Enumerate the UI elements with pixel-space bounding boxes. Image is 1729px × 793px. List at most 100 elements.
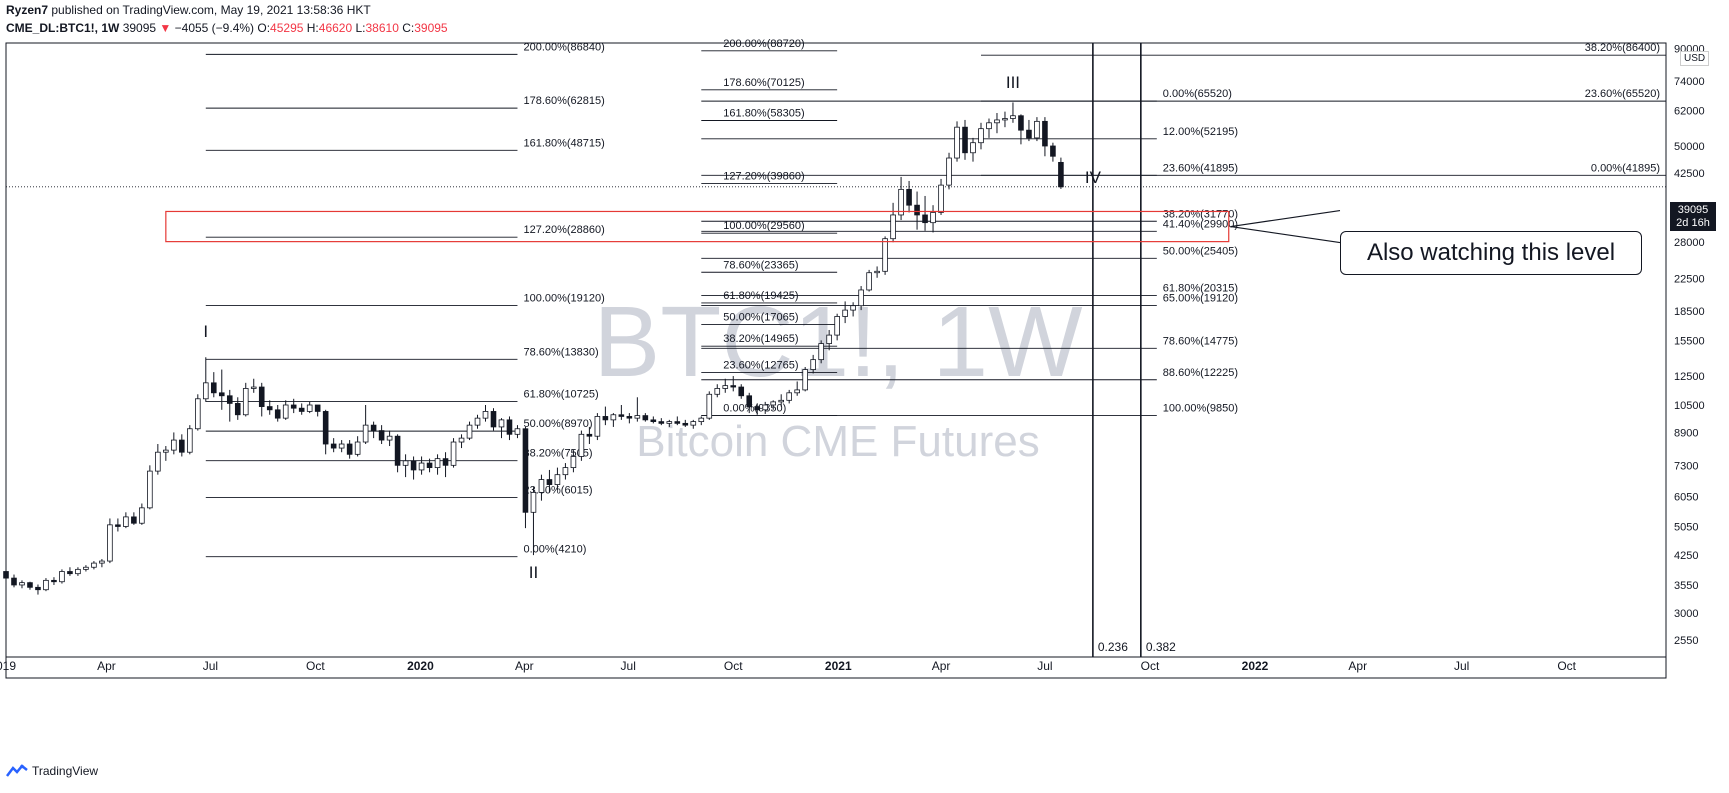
candle-body	[858, 289, 864, 307]
candle-body	[242, 388, 249, 416]
price-badge: 39095 2d 16h	[1670, 202, 1716, 231]
candle-body	[674, 421, 681, 424]
candle-body	[490, 411, 497, 428]
currency-button[interactable]: USD	[1680, 51, 1710, 66]
y-tick-label: 10500	[1674, 400, 1705, 412]
footer-brand[interactable]: TradingView	[32, 764, 99, 778]
fib-level-label: 161.80%(48715)	[523, 137, 604, 149]
candle-body	[842, 309, 848, 317]
candle-body	[874, 270, 880, 274]
candle-body	[538, 479, 545, 493]
candle-body	[770, 401, 777, 406]
candle-body	[195, 398, 201, 430]
candle-body	[762, 404, 769, 411]
y-tick-label: 6050	[1674, 491, 1698, 503]
y-tick-label: 12500	[1674, 371, 1705, 383]
footer: TradingView	[6, 764, 98, 778]
y-tick-label: 15500	[1674, 335, 1705, 347]
fib-level-label: 61.80%(20315)	[1163, 282, 1238, 294]
fib-level-label: 23.60%(41895)	[1163, 162, 1238, 174]
candle-body	[658, 421, 665, 424]
candle-body	[99, 560, 105, 564]
candle-body	[43, 579, 49, 591]
candle-body	[290, 404, 297, 409]
x-tick-label: Oct	[1557, 659, 1576, 673]
close-value: 39095	[414, 21, 448, 35]
candle-body	[954, 126, 960, 159]
fib-level-label: 88.60%(12225)	[1163, 367, 1238, 379]
candle-body	[794, 389, 800, 394]
fib-level-label: 41.40%(29900)	[1163, 218, 1238, 230]
candle-body	[35, 586, 41, 591]
x-tick-label: Jul	[1037, 659, 1052, 673]
fib-level-label: 38.20%(86400)	[1585, 42, 1660, 54]
candle-body	[1042, 120, 1048, 147]
candle-body	[75, 568, 81, 575]
candle-body	[514, 428, 521, 435]
candle-body	[914, 204, 920, 216]
candle-body	[115, 524, 121, 527]
candle-body	[378, 430, 385, 441]
candle-body	[354, 441, 361, 455]
candle-body	[634, 415, 641, 419]
candle-body	[650, 419, 657, 423]
candle-body	[866, 272, 872, 291]
candle-body	[1058, 161, 1064, 188]
ohlc-legend: CME_DL:BTC1!, 1W 39095 ▼ −4055 (−9.4%) O…	[6, 21, 448, 35]
y-tick-label: 3550	[1674, 580, 1698, 592]
x-tick-label: Apr	[97, 659, 116, 673]
price-badge-countdown: 2d 16h	[1676, 217, 1710, 229]
candle-body	[442, 458, 449, 466]
candle-body	[234, 403, 241, 416]
symbol-label[interactable]: CME_DL:BTC1!, 1W	[6, 21, 120, 35]
close-label: C:	[402, 21, 415, 35]
candle-body	[362, 424, 369, 443]
candle-body	[722, 385, 729, 389]
candle-body	[602, 416, 609, 421]
candle-body	[690, 421, 697, 426]
candle-body	[466, 424, 473, 439]
candle-body	[147, 470, 153, 509]
fib-level-label: 38.20%(14965)	[723, 333, 798, 345]
candle-body	[986, 122, 992, 130]
candle-body	[274, 409, 281, 419]
y-tick-label: 2550	[1674, 635, 1698, 647]
candle-body	[306, 404, 313, 412]
candle-body	[202, 382, 209, 400]
x-tick-label: 2020	[407, 659, 434, 673]
candle-body	[682, 422, 689, 426]
fib-level-label: 23.60%(12765)	[723, 360, 798, 372]
candle-body	[250, 386, 257, 389]
fib-level-label: 12.00%(52195)	[1163, 126, 1238, 138]
candle-body	[67, 571, 73, 575]
candle-body	[754, 406, 761, 411]
candle-body	[171, 439, 177, 451]
candle-body	[83, 566, 89, 570]
y-tick-label: 22500	[1674, 274, 1705, 286]
candle-body	[850, 305, 856, 311]
fib-level-label: 100.00%(29560)	[723, 220, 804, 232]
high-label: H:	[306, 21, 319, 35]
candle-body	[402, 460, 409, 466]
candle-body	[922, 214, 928, 224]
candle-body	[139, 507, 145, 524]
tradingview-logo-icon[interactable]	[6, 764, 28, 778]
author[interactable]: Ryzen7	[6, 3, 49, 17]
candle-body	[706, 393, 713, 419]
fib-level-label: 23.60%(65520)	[1585, 88, 1660, 100]
fib-level-label: 127.20%(28860)	[523, 224, 604, 236]
candle-body	[962, 126, 968, 154]
x-tick-label: Jul	[203, 659, 218, 673]
x-tick-label: 2022	[1242, 659, 1269, 673]
candle-body	[618, 414, 625, 417]
high-value: 46620	[318, 21, 353, 35]
candle-body	[3, 571, 9, 579]
candle-body	[826, 334, 832, 345]
candle-body	[27, 582, 33, 588]
candle-body	[330, 443, 337, 449]
candle-body	[546, 479, 553, 485]
callout-note[interactable]: Also watching this level	[1340, 231, 1642, 275]
candle-body	[370, 424, 377, 431]
candle-body	[834, 316, 840, 336]
